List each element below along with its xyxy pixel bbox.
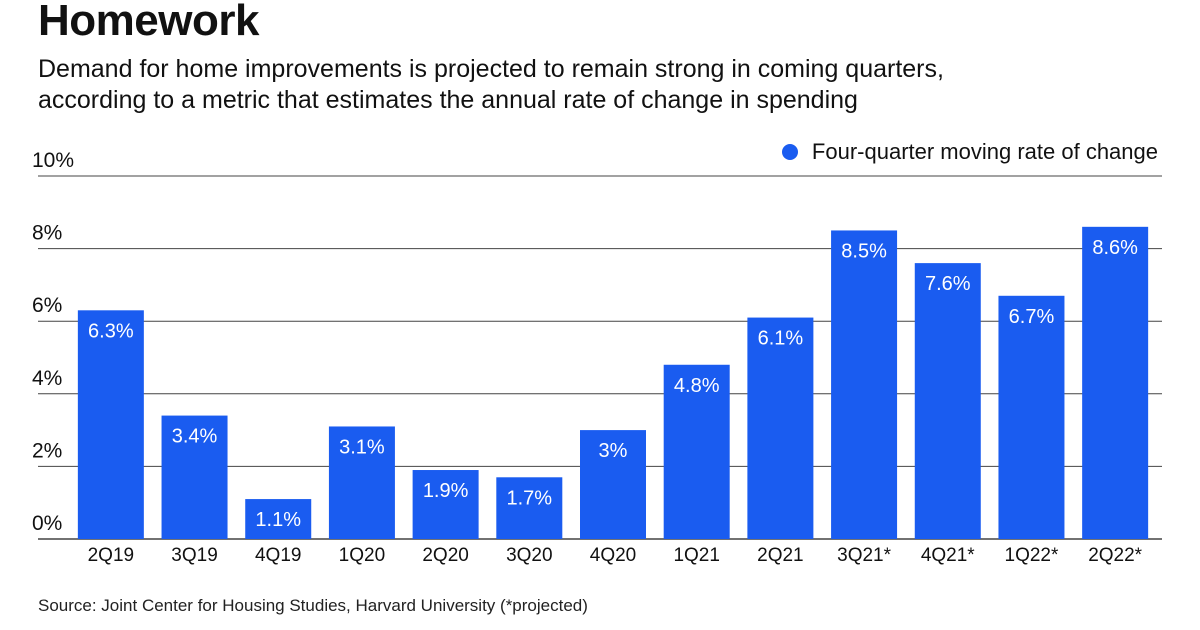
legend-label: Four-quarter moving rate of change: [811, 139, 1158, 164]
data-label: 3%: [599, 440, 628, 462]
bar: [245, 499, 312, 539]
data-label: 6.1%: [758, 328, 804, 350]
bar: [998, 295, 1065, 539]
data-label: 1.7%: [507, 487, 553, 509]
x-tick-label: 2Q21: [757, 545, 803, 566]
bar: [161, 415, 228, 539]
x-tick-label: 3Q20: [506, 545, 552, 566]
data-label: 7.6%: [925, 273, 971, 295]
data-label: 6.7%: [1009, 306, 1055, 328]
bar: [914, 263, 981, 539]
x-tick-label: 2Q22*: [1088, 545, 1142, 566]
subtitle-line-2: according to a metric that estimates the…: [38, 86, 858, 114]
x-tick-label: 4Q21*: [921, 545, 975, 566]
data-label: 8.6%: [1092, 237, 1138, 259]
x-tick-label: 3Q19: [171, 545, 217, 566]
x-tick-label: 3Q21*: [837, 545, 891, 566]
bar: [747, 317, 814, 539]
x-tick-label: 2Q19: [88, 545, 134, 566]
subtitle-line-1: Demand for home improvements is projecte…: [38, 55, 944, 83]
bar: [580, 430, 646, 539]
y-tick-label: 0%: [32, 512, 62, 535]
x-tick-label: 1Q22*: [1005, 545, 1059, 566]
x-tick-label: 4Q20: [590, 545, 636, 566]
chart-title: Homework: [38, 0, 259, 45]
legend: Four-quarter moving rate of change: [781, 139, 1158, 165]
y-tick-label: 2%: [32, 439, 62, 462]
data-label: 3.1%: [339, 436, 385, 458]
bar: [328, 426, 395, 539]
bar: [663, 364, 730, 539]
x-tick-label: 1Q20: [339, 545, 385, 566]
chart-subtitle: Demand for home improvements is projecte…: [38, 54, 1178, 116]
data-label: 6.3%: [88, 320, 134, 342]
x-tick-label: 1Q21: [673, 545, 719, 566]
y-tick-label: 8%: [32, 222, 62, 245]
x-tick-label: 4Q19: [255, 545, 301, 566]
data-label: 4.8%: [674, 375, 720, 397]
data-label: 1.9%: [423, 480, 469, 502]
bar: [496, 477, 563, 539]
x-tick-label: 2Q20: [422, 545, 468, 566]
y-tick-label: 4%: [32, 367, 62, 390]
data-label: 8.5%: [841, 240, 887, 262]
bar: [77, 310, 144, 539]
bar: [412, 470, 479, 539]
y-tick-label: 6%: [32, 294, 62, 317]
bar: [1082, 226, 1149, 539]
y-tick-label: 10%: [32, 149, 74, 172]
source-note: Source: Joint Center for Housing Studies…: [38, 596, 588, 615]
data-label: 1.1%: [255, 509, 301, 531]
legend-swatch: [781, 144, 798, 160]
data-label: 3.4%: [172, 426, 218, 448]
bar: [831, 230, 898, 539]
